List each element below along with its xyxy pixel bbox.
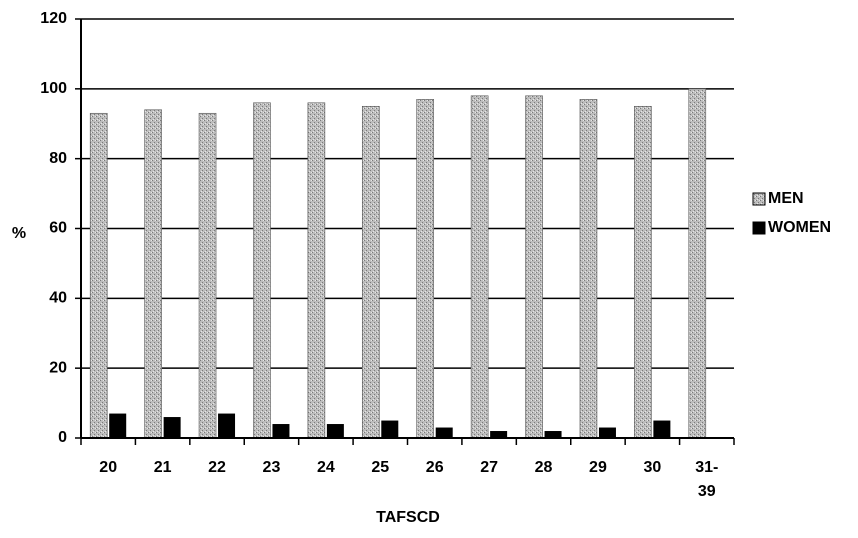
x-tick-label: 24 <box>317 459 335 476</box>
y-tick-label: 20 <box>49 359 67 376</box>
x-axis-title: TAFSCD <box>376 509 440 526</box>
x-tick-label: 20 <box>99 459 117 476</box>
y-tick-label: 120 <box>40 10 67 27</box>
y-tick-label: 40 <box>49 290 67 307</box>
x-tick-label: 26 <box>426 459 444 476</box>
bar-women <box>326 424 344 438</box>
legend: MEN WOMEN <box>752 190 831 236</box>
bar-men <box>416 99 435 439</box>
bar-women <box>653 420 671 438</box>
bar-men <box>525 95 543 439</box>
bar-men <box>634 105 652 439</box>
y-tick-label: 60 <box>49 220 67 237</box>
x-tick-label: 25 <box>371 459 389 476</box>
gridlines <box>75 18 735 445</box>
x-tick-label: 29 <box>589 459 607 476</box>
bar-men <box>198 112 217 439</box>
y-tick-label: 100 <box>40 80 67 97</box>
x-tick-label: 27 <box>480 459 498 476</box>
legend-swatch <box>752 192 766 206</box>
y-axis-title: % <box>12 225 26 242</box>
y-tick-label: 0 <box>58 429 67 446</box>
x-tick-label: 22 <box>208 459 226 476</box>
y-tick-labels: 0 20 40 60 80 100 120 <box>40 10 67 446</box>
bar-women <box>544 431 562 438</box>
x-tick-label: 31- <box>695 459 718 476</box>
bar-women <box>272 424 290 438</box>
bar-men <box>361 105 380 439</box>
bar-men <box>688 88 707 439</box>
bar-men <box>307 102 326 439</box>
bars <box>89 88 707 439</box>
legend-label: MEN <box>768 190 804 207</box>
bar-women <box>435 427 453 438</box>
x-tick-label: 39 <box>698 483 716 500</box>
x-tick-label: 30 <box>643 459 661 476</box>
x-tick-label: 28 <box>535 459 553 476</box>
x-tick-label: 23 <box>263 459 281 476</box>
bar-men <box>253 102 271 439</box>
bar-men <box>470 95 489 439</box>
x-tick-labels: 20 21 22 23 24 25 26 27 28 29 30 31- 39 <box>99 459 718 500</box>
bar-men <box>144 109 162 439</box>
bar-men <box>89 112 108 439</box>
axes <box>80 19 734 439</box>
legend-label: WOMEN <box>768 219 831 236</box>
x-tick-label: 21 <box>154 459 172 476</box>
bar-women <box>381 420 399 438</box>
y-tick-label: 80 <box>49 150 67 167</box>
bar-women <box>163 417 181 438</box>
bar-women <box>490 431 508 438</box>
bar-women <box>109 413 127 438</box>
bar-men <box>579 99 598 439</box>
bar-women <box>598 427 616 438</box>
legend-swatch <box>752 221 766 235</box>
bar-women <box>218 413 236 438</box>
